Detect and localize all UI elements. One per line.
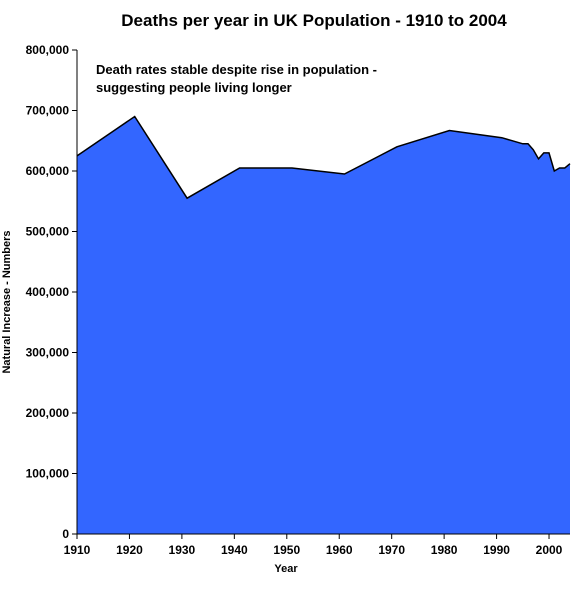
annotation-line-1: Death rates stable despite rise in popul… [96,62,377,77]
area-series-fill [77,116,570,534]
y-tick-label: 700,000 [26,104,70,118]
x-tick-label: 1910 [64,543,91,557]
x-tick-label: 1950 [273,543,300,557]
x-tick-label: 1960 [326,543,353,557]
y-tick-label: 0 [62,527,69,541]
y-tick-label: 600,000 [26,164,70,178]
y-tick-label: 400,000 [26,285,70,299]
y-axis-title: Natural Increase - Numbers [1,230,13,373]
x-axis: 1910 1920 1930 1940 1950 1960 1970 1980 1990 2000 [64,533,570,557]
x-tick-label: 1980 [431,543,458,557]
y-tick-label: 100,000 [26,467,70,481]
y-axis: 0 100,000 200,000 300,000 400,000 500,000 600,… [26,43,78,541]
x-tick-label: 1970 [378,543,405,557]
plot-area [76,115,571,534]
x-tick-label: 1920 [116,543,143,557]
x-tick-label: 1940 [221,543,248,557]
area-series-outline [76,115,571,200]
x-axis-title: Year [274,563,298,575]
annotation-line-2: suggesting people living longer [96,80,292,95]
y-tick-label: 200,000 [26,406,70,420]
x-tick-label: 1990 [483,543,510,557]
y-tick-label: 300,000 [26,346,70,360]
x-tick-label: 1930 [169,543,196,557]
y-tick-label: 800,000 [26,43,70,57]
chart-title: Deaths per year in UK Population - 1910 … [121,11,507,30]
x-tick-label: 2000 [536,543,563,557]
y-tick-label: 500,000 [26,225,70,239]
